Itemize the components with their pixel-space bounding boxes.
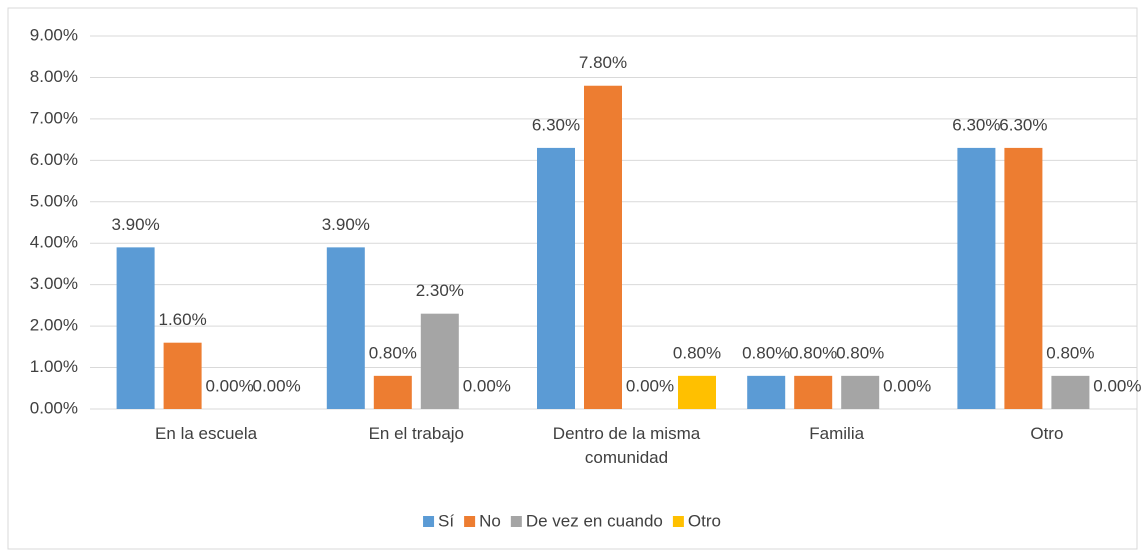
legend-swatch bbox=[672, 516, 684, 527]
bar bbox=[1051, 375, 1090, 409]
y-tick-label: 5.00% bbox=[30, 191, 78, 210]
y-tick-label: 9.00% bbox=[30, 25, 78, 44]
legend-swatch bbox=[423, 516, 435, 527]
y-tick-label: 7.00% bbox=[30, 108, 78, 127]
bar bbox=[326, 247, 365, 409]
bar bbox=[373, 375, 412, 409]
legend-label: No bbox=[479, 511, 501, 530]
bar bbox=[163, 342, 202, 409]
data-label: 0.00% bbox=[626, 376, 674, 395]
data-label: 0.80% bbox=[789, 343, 837, 362]
legend-label: Otro bbox=[688, 511, 721, 530]
data-label: 0.80% bbox=[673, 343, 721, 362]
bar bbox=[584, 85, 622, 409]
data-label: 6.30% bbox=[952, 115, 1000, 134]
x-tick-label: En el trabajo bbox=[368, 424, 465, 443]
data-label: 6.30% bbox=[999, 115, 1047, 134]
x-tick-label: Otro bbox=[1030, 424, 1064, 443]
bar bbox=[841, 375, 880, 409]
data-label: 2.30% bbox=[416, 281, 464, 300]
bar bbox=[116, 247, 155, 409]
data-label: 0.80% bbox=[742, 343, 790, 362]
data-label: 0.00% bbox=[883, 376, 931, 395]
y-tick-label: 4.00% bbox=[30, 233, 78, 252]
y-tick-label: 3.00% bbox=[30, 274, 78, 293]
y-tick-label: 1.00% bbox=[30, 357, 78, 376]
data-label: 1.60% bbox=[158, 310, 206, 329]
data-label: 0.00% bbox=[205, 376, 253, 395]
data-label: 0.80% bbox=[836, 343, 884, 362]
y-tick-label: 8.00% bbox=[30, 67, 78, 86]
data-label: 0.00% bbox=[252, 376, 300, 395]
data-label: 7.80% bbox=[579, 53, 627, 72]
data-label: 3.90% bbox=[111, 215, 159, 234]
legend-swatch bbox=[464, 516, 476, 527]
y-tick-label: 0.00% bbox=[30, 398, 78, 417]
bar bbox=[957, 147, 996, 409]
y-tick-label: 2.00% bbox=[30, 316, 78, 335]
x-tick-label: Familia bbox=[809, 424, 865, 443]
data-label: 0.00% bbox=[463, 376, 511, 395]
bar bbox=[678, 375, 716, 409]
y-tick-label: 6.00% bbox=[30, 150, 78, 169]
legend-label: Sí bbox=[438, 511, 454, 530]
legend-label: De vez en cuando bbox=[526, 511, 663, 530]
data-label: 6.30% bbox=[532, 115, 580, 134]
data-label: 0.00% bbox=[1093, 376, 1141, 395]
bar bbox=[537, 147, 575, 409]
data-label: 3.90% bbox=[322, 215, 370, 234]
x-tick-label: Dentro de la misma comunidad bbox=[552, 424, 701, 467]
bar bbox=[420, 313, 459, 409]
bar bbox=[1004, 147, 1043, 409]
bar bbox=[747, 375, 786, 409]
bar bbox=[794, 375, 833, 409]
legend-swatch bbox=[510, 516, 522, 527]
data-label: 0.80% bbox=[1046, 343, 1094, 362]
x-tick-label: En la escuela bbox=[155, 424, 258, 443]
data-label: 0.80% bbox=[369, 343, 417, 362]
